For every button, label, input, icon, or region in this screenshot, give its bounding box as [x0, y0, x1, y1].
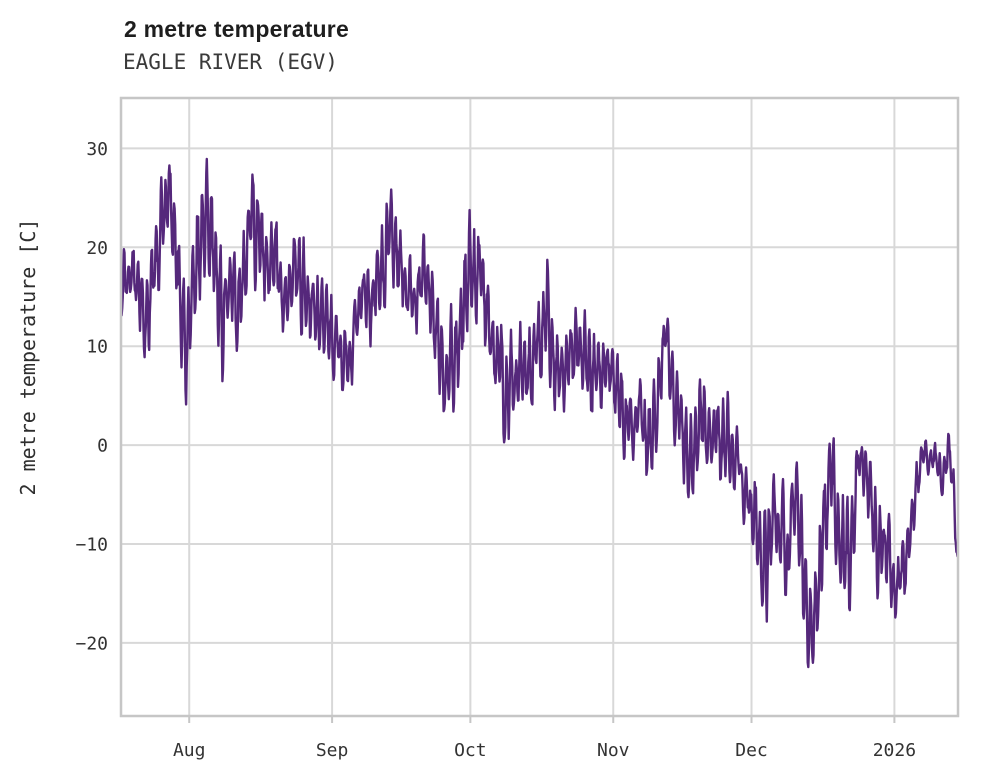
- y-tick-label: 10: [86, 337, 108, 358]
- x-tick-label: Oct: [454, 740, 487, 761]
- x-tick-label: Nov: [597, 740, 630, 761]
- y-tick-label: 0: [97, 436, 108, 457]
- x-tick-label: 2026: [873, 740, 916, 761]
- x-tick-label: Dec: [735, 740, 768, 761]
- x-tick-label: Aug: [173, 740, 206, 761]
- y-tick-label: −10: [75, 534, 108, 555]
- x-tick-label: Sep: [316, 740, 349, 761]
- plot-border: [119, 96, 960, 718]
- chart-title: 2 metre temperature: [124, 16, 349, 42]
- y-tick-label: −20: [75, 633, 108, 654]
- y-tick-label: 30: [86, 139, 108, 160]
- y-tick-label: 20: [86, 238, 108, 259]
- temperature-series-line: [121, 157, 958, 669]
- chart-subtitle: EAGLE RIVER (EGV): [123, 50, 338, 74]
